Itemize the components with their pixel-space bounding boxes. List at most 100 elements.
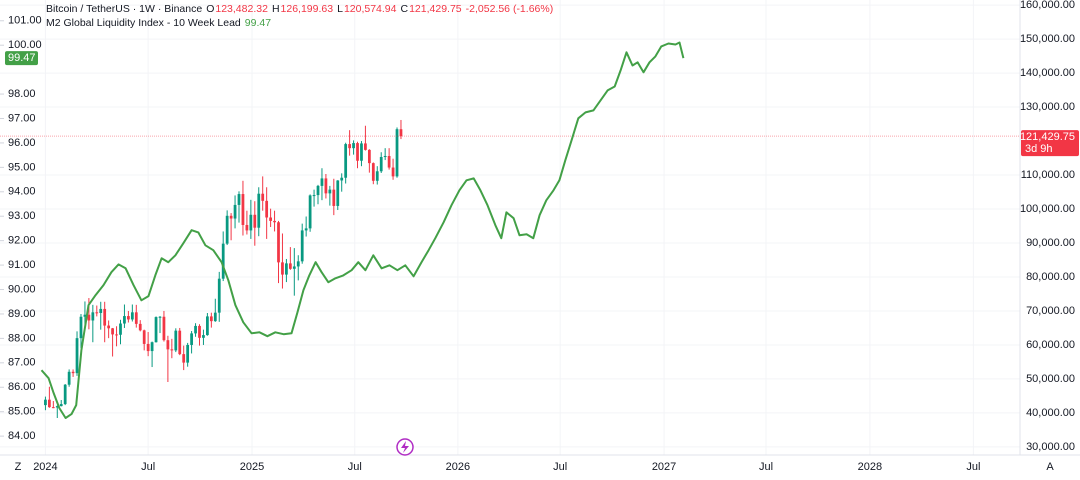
candle-body bbox=[55, 406, 59, 408]
x-tick-label: Jul bbox=[966, 461, 980, 473]
y-tick-label: 70,000.00 bbox=[1026, 305, 1075, 317]
y2-tick-label: 97.00 bbox=[8, 112, 36, 124]
y2-tick-label: 102.00 bbox=[8, 0, 42, 2]
candle-body bbox=[127, 316, 130, 320]
y2-tick-label: 84.00 bbox=[8, 430, 36, 442]
candle-body bbox=[146, 343, 150, 352]
y2-value-tag-label: 99.47 bbox=[8, 52, 36, 64]
y-tick-label: 50,000.00 bbox=[1026, 373, 1075, 385]
candle-body bbox=[134, 312, 138, 324]
candle-body bbox=[395, 129, 399, 177]
candle-body bbox=[379, 157, 383, 172]
legend-ohlc-key: C bbox=[400, 3, 409, 15]
legend-ohlc-key: L bbox=[337, 3, 343, 15]
x-tick-label: 2024 bbox=[33, 461, 57, 473]
candle-body bbox=[225, 215, 229, 244]
candle-body bbox=[336, 180, 340, 206]
candle-body bbox=[91, 312, 95, 321]
candle-body bbox=[150, 342, 154, 352]
y2-tick-label: 94.00 bbox=[8, 186, 36, 198]
y-tick-label: 150,000.00 bbox=[1020, 33, 1075, 45]
y2-tick-label: 91.00 bbox=[8, 259, 36, 271]
candle-body bbox=[75, 338, 79, 374]
candle-body bbox=[87, 314, 91, 321]
y2-tick-label: 98.00 bbox=[8, 88, 36, 100]
candle-body bbox=[63, 384, 67, 405]
y2-tick-label: 95.00 bbox=[8, 161, 36, 173]
candle-body bbox=[241, 194, 245, 225]
price-tag-label: 121,429.75 bbox=[1020, 131, 1075, 143]
y2-tick-label: 101.00 bbox=[8, 15, 42, 27]
candle-body bbox=[391, 167, 395, 177]
candle-body bbox=[233, 204, 237, 219]
y-tick-label: 60,000.00 bbox=[1026, 339, 1075, 351]
y-tick-label: 100,000.00 bbox=[1020, 203, 1075, 215]
candle-body bbox=[375, 171, 379, 181]
candle-body bbox=[111, 328, 114, 335]
candle-body bbox=[119, 323, 122, 335]
x-tick-label: 2028 bbox=[858, 461, 882, 473]
x-tick-label: 2025 bbox=[240, 461, 264, 473]
candle-body bbox=[59, 404, 63, 407]
timezone-button[interactable]: Z bbox=[15, 461, 22, 473]
legend-m2-value: 99.47 bbox=[244, 17, 272, 29]
candle-body bbox=[356, 143, 359, 161]
candle-body bbox=[273, 220, 276, 223]
candle-body bbox=[312, 195, 316, 197]
y-tick-label: 30,000.00 bbox=[1026, 441, 1075, 453]
candle-body bbox=[71, 371, 75, 374]
candle-body bbox=[308, 195, 312, 229]
candle-body bbox=[261, 193, 265, 201]
candle-body bbox=[217, 278, 221, 313]
candle-body bbox=[371, 163, 375, 181]
y-tick-label: 110,000.00 bbox=[1021, 169, 1075, 181]
candle-body bbox=[206, 316, 209, 336]
candle-body bbox=[229, 215, 233, 219]
y2-tick-label: 90.00 bbox=[8, 283, 36, 295]
candle-body bbox=[399, 129, 403, 137]
candle-body bbox=[387, 155, 391, 168]
y2-tick-label: 86.00 bbox=[8, 381, 36, 393]
candle-body bbox=[304, 228, 308, 231]
candle-body bbox=[190, 333, 193, 345]
candle-body bbox=[44, 399, 47, 406]
y2-tick-label: 93.00 bbox=[8, 210, 36, 222]
y2-tick-label: 92.00 bbox=[8, 235, 36, 247]
grid bbox=[0, 0, 1020, 455]
candle-body bbox=[142, 330, 146, 344]
y2-value-tag bbox=[5, 51, 38, 66]
candle-body bbox=[245, 224, 249, 231]
candle-body bbox=[332, 189, 336, 206]
candle-body bbox=[162, 316, 166, 341]
candle-body bbox=[47, 399, 51, 408]
legend-symbol: Bitcoin / TetherUS · 1W · Binance bbox=[46, 3, 203, 15]
legend-change: -2,052.56 (-1.66%) bbox=[465, 3, 554, 15]
price-tag-countdown: 3d 9h bbox=[1025, 143, 1053, 155]
candle-body bbox=[170, 349, 174, 351]
candle-body bbox=[158, 316, 162, 318]
auto-scale-button[interactable]: A bbox=[1046, 461, 1054, 473]
candle-body bbox=[107, 325, 111, 329]
candle-body bbox=[316, 185, 320, 196]
x-tick-label: 2027 bbox=[652, 461, 676, 473]
legend-row: Bitcoin / TetherUS · 1W · Binance O 123,4… bbox=[46, 2, 553, 16]
candle-body bbox=[130, 312, 134, 320]
event-icon[interactable] bbox=[396, 438, 414, 456]
candle-body bbox=[202, 335, 205, 338]
candle-body bbox=[182, 354, 186, 363]
candle-body bbox=[300, 230, 304, 262]
candle-body bbox=[340, 177, 344, 181]
candle-body bbox=[154, 317, 158, 343]
candle-body bbox=[364, 143, 367, 150]
y-tick-label: 130,000.00 bbox=[1020, 101, 1075, 113]
x-tick-label: 2026 bbox=[446, 461, 470, 473]
candle-body bbox=[103, 308, 107, 326]
candle-body bbox=[237, 194, 241, 205]
candle-body bbox=[123, 316, 126, 324]
line-series bbox=[40, 41, 685, 419]
candle-body bbox=[292, 266, 296, 269]
candle-body bbox=[285, 263, 288, 275]
candle-body bbox=[221, 243, 225, 279]
